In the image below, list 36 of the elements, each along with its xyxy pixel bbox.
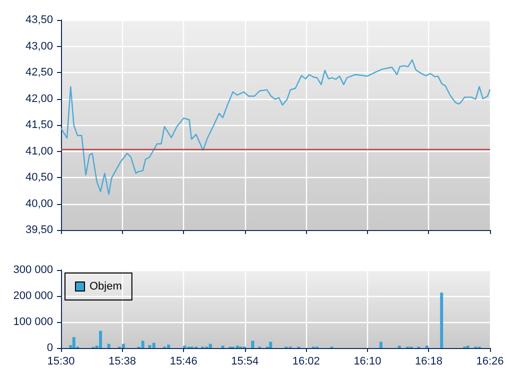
y-tick-label: 40,50 xyxy=(25,172,53,184)
y-tick-label: 43,00 xyxy=(25,40,53,52)
bar xyxy=(251,340,254,348)
x-tick-label: 15:46 xyxy=(170,356,198,368)
bar xyxy=(167,344,170,348)
bar xyxy=(379,342,382,348)
bar xyxy=(208,344,212,348)
bar xyxy=(72,337,76,348)
bar xyxy=(107,344,110,348)
y-tick-label: 42,50 xyxy=(25,66,53,78)
x-tick-label: 15:30 xyxy=(47,356,75,368)
line-series xyxy=(60,59,491,195)
x-tick-label: 16:10 xyxy=(354,356,382,368)
bar xyxy=(440,292,444,348)
x-tick-label: 16:26 xyxy=(476,356,504,368)
bar xyxy=(148,345,152,348)
bar xyxy=(141,340,144,348)
bar xyxy=(269,342,272,348)
bar xyxy=(99,330,102,348)
y-tick-label: 200 000 xyxy=(13,290,53,302)
x-tick-label: 15:54 xyxy=(231,356,259,368)
legend-label: Objem xyxy=(90,280,122,292)
x-tick-label: 16:18 xyxy=(414,356,442,368)
y-tick-label: 40,00 xyxy=(25,198,53,210)
bar xyxy=(122,344,126,348)
bar xyxy=(152,342,156,348)
y-tick-label: 41,50 xyxy=(25,119,53,131)
y-tick-label: 42,00 xyxy=(25,92,53,105)
y-tick-label: 100 000 xyxy=(13,316,53,328)
x-tick-label: 15:38 xyxy=(108,356,136,368)
y-tick-label: 39,50 xyxy=(25,224,53,236)
y-tick-label: 0 xyxy=(46,342,53,354)
y-tick-label: 41,00 xyxy=(25,145,53,158)
y-tick-label: 300 000 xyxy=(13,264,53,276)
x-tick-label: 16:02 xyxy=(292,356,320,368)
y-tick-label: 43,50 xyxy=(25,14,53,26)
